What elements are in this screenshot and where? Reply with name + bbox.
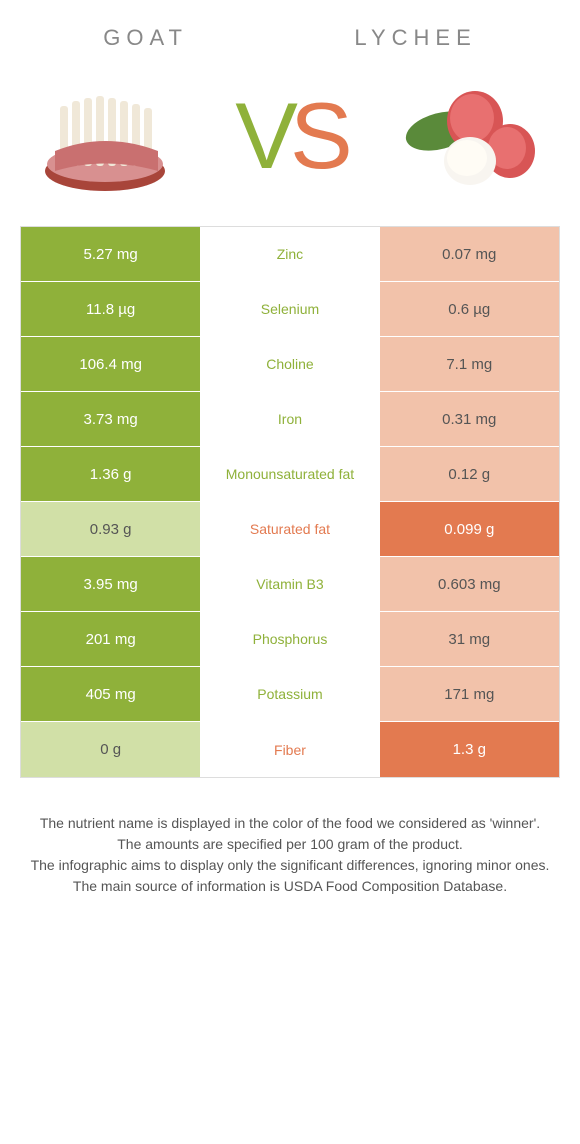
goat-image [30,71,180,201]
table-row: 3.73 mg Iron 0.31 mg [21,392,559,447]
footer-line: The amounts are specified per 100 gram o… [30,834,550,855]
right-value: 0.31 mg [380,392,559,446]
table-row: 405 mg Potassium 171 mg [21,667,559,722]
left-value: 106.4 mg [21,337,200,391]
table-row: 11.8 µg Selenium 0.6 µg [21,282,559,337]
table-row: 201 mg Phosphorus 31 mg [21,612,559,667]
left-value: 1.36 g [21,447,200,501]
footer-notes: The nutrient name is displayed in the co… [0,778,580,932]
left-value: 201 mg [21,612,200,666]
right-value: 0.6 µg [380,282,559,336]
nutrient-table: 5.27 mg Zinc 0.07 mg 11.8 µg Selenium 0.… [20,226,560,778]
right-value: 0.07 mg [380,227,559,281]
header: GOAT LYCHEE [0,0,580,61]
footer-line: The main source of information is USDA F… [30,876,550,897]
vs-s: S [290,82,345,190]
table-row: 0 g Fiber 1.3 g [21,722,559,777]
nutrient-name: Fiber [200,722,379,777]
table-row: 0.93 g Saturated fat 0.099 g [21,502,559,557]
right-value: 7.1 mg [380,337,559,391]
right-food-label: LYCHEE [354,25,476,51]
footer-line: The nutrient name is displayed in the co… [30,813,550,834]
left-value: 405 mg [21,667,200,721]
nutrient-name: Vitamin B3 [200,557,379,611]
nutrient-name: Potassium [200,667,379,721]
nutrient-name: Choline [200,337,379,391]
table-row: 5.27 mg Zinc 0.07 mg [21,227,559,282]
nutrient-name: Monounsaturated fat [200,447,379,501]
images-row: VS [0,61,580,226]
left-value: 3.73 mg [21,392,200,446]
nutrient-name: Zinc [200,227,379,281]
left-value: 5.27 mg [21,227,200,281]
left-food-label: GOAT [103,25,188,51]
left-value: 11.8 µg [21,282,200,336]
left-value: 0 g [21,722,200,777]
right-value: 31 mg [380,612,559,666]
right-value: 0.099 g [380,502,559,556]
vs-v: V [235,82,290,190]
table-row: 3.95 mg Vitamin B3 0.603 mg [21,557,559,612]
lychee-image [400,71,550,201]
table-row: 106.4 mg Choline 7.1 mg [21,337,559,392]
table-row: 1.36 g Monounsaturated fat 0.12 g [21,447,559,502]
right-value: 0.12 g [380,447,559,501]
nutrient-name: Iron [200,392,379,446]
right-value: 171 mg [380,667,559,721]
right-value: 1.3 g [380,722,559,777]
right-value: 0.603 mg [380,557,559,611]
nutrient-name: Phosphorus [200,612,379,666]
nutrient-name: Saturated fat [200,502,379,556]
left-value: 0.93 g [21,502,200,556]
left-value: 3.95 mg [21,557,200,611]
nutrient-name: Selenium [200,282,379,336]
footer-line: The infographic aims to display only the… [30,855,550,876]
vs-label: VS [235,82,344,190]
